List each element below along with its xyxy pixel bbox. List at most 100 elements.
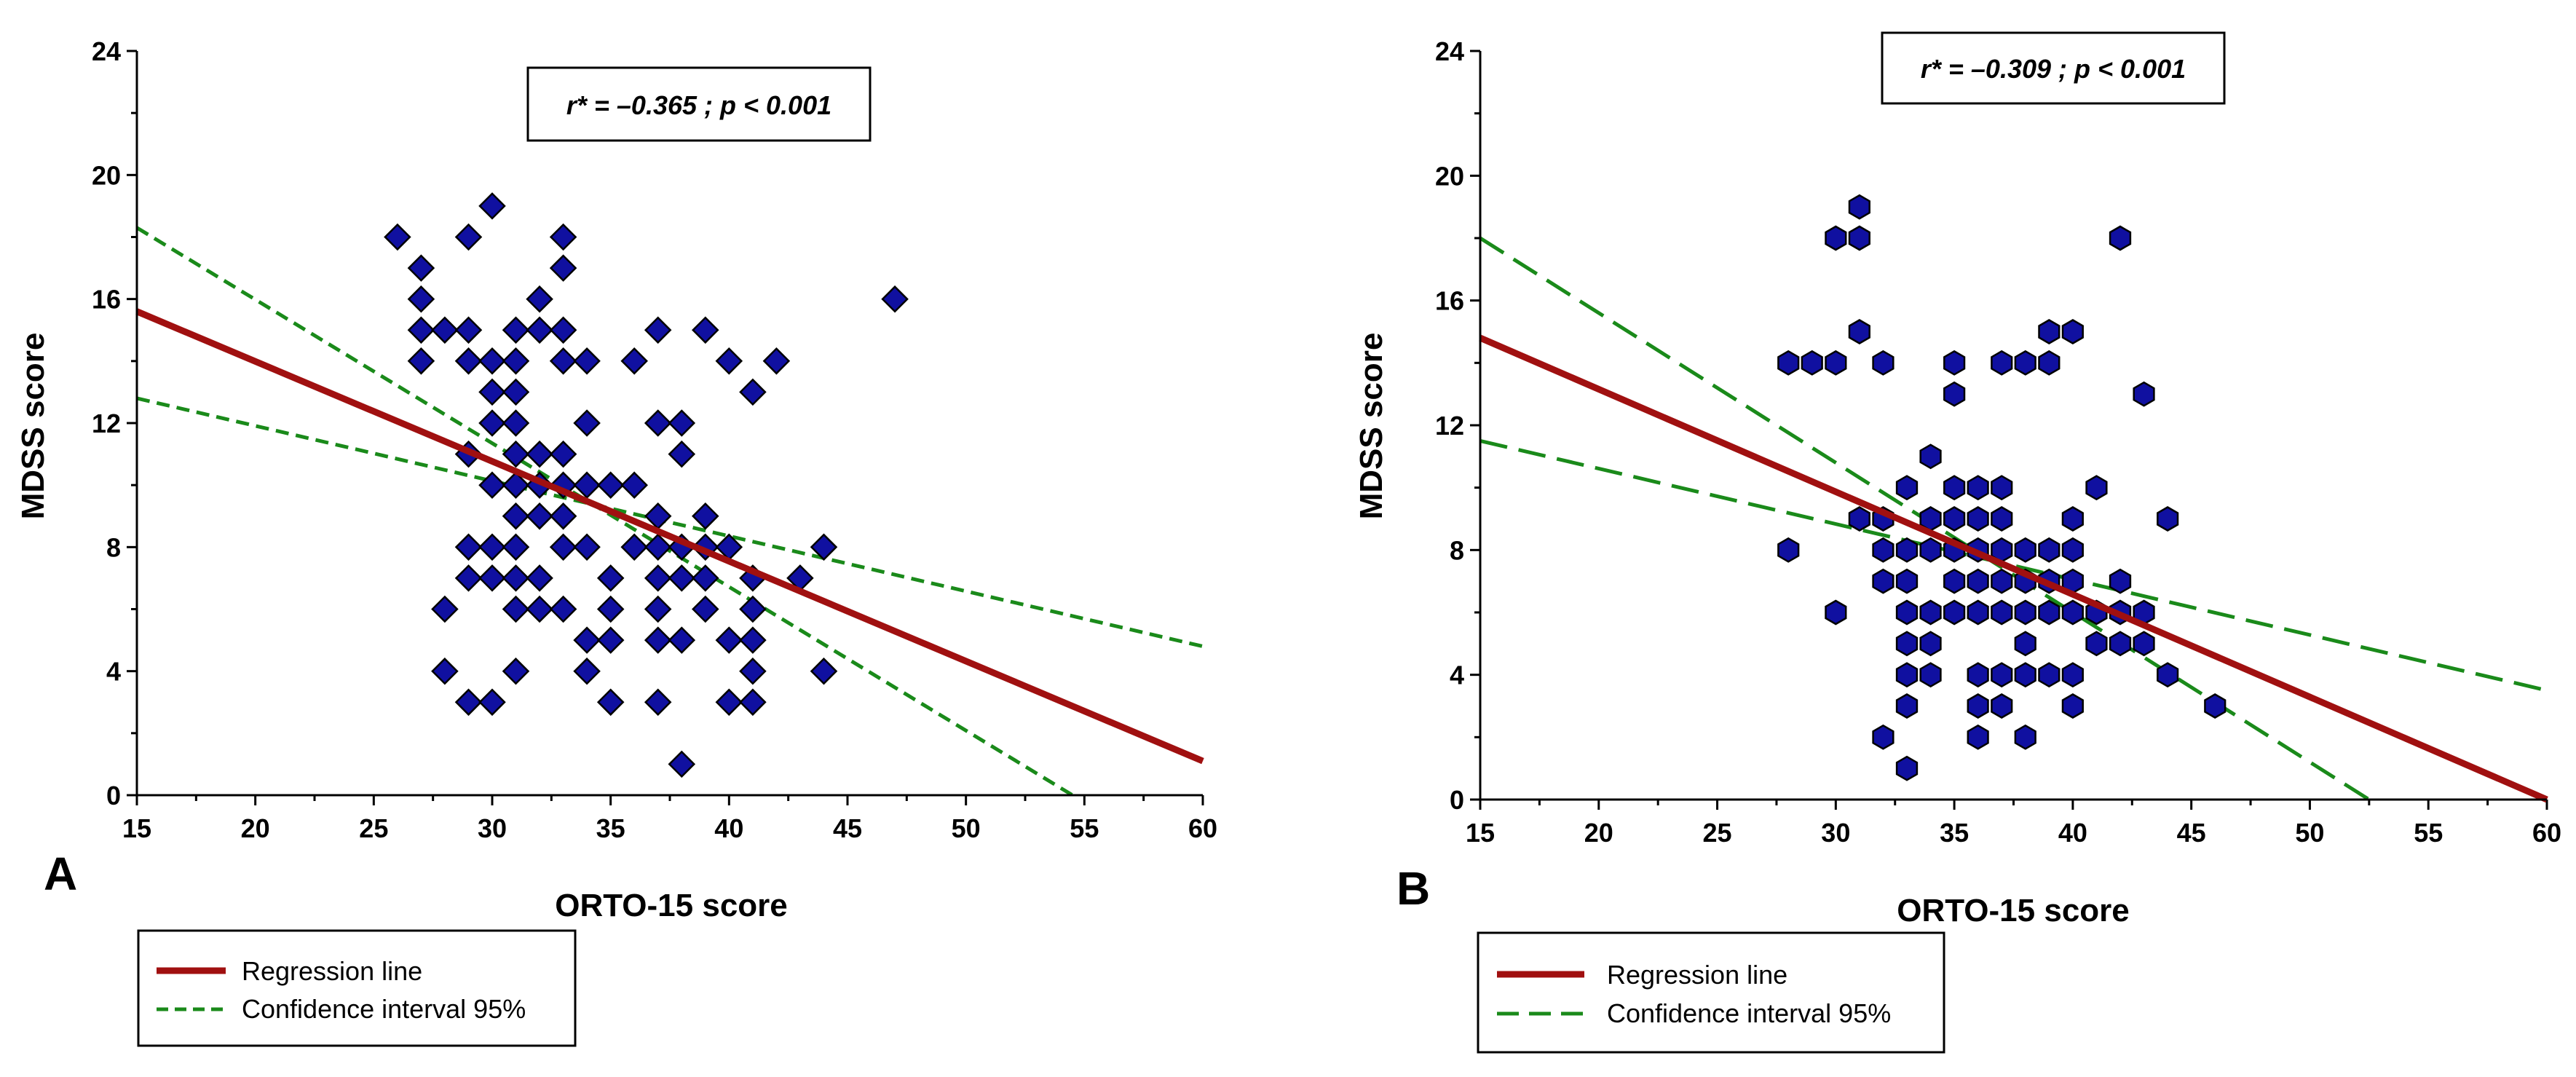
data-point-b <box>2014 724 2036 750</box>
data-point-b <box>1872 350 1895 376</box>
data-point-b <box>1943 475 1966 501</box>
data-point-b <box>1967 724 1989 750</box>
data-point-a <box>739 688 767 717</box>
data-point-a <box>478 688 506 717</box>
annotation-box-a: r* = –0.365 ; p < 0.001 <box>526 66 872 142</box>
x-tick-label-a: 20 <box>241 813 270 843</box>
data-point-b <box>1895 568 1919 594</box>
y-tick-label-a: 8 <box>106 532 121 562</box>
data-point-b <box>1895 662 1919 688</box>
data-point-b <box>1848 194 1870 220</box>
data-point-b <box>2014 599 2036 626</box>
data-point-a <box>692 316 719 344</box>
data-point-a <box>739 657 767 685</box>
data-point-a <box>526 564 553 592</box>
x-axis-title-a: ORTO-15 score <box>555 888 788 923</box>
y-tick-label-b: 4 <box>1450 660 1464 690</box>
data-point-b <box>2038 319 2061 344</box>
data-point-a <box>739 378 767 406</box>
data-point-a <box>620 471 648 499</box>
data-point-a <box>478 533 506 561</box>
data-point-a <box>810 533 838 561</box>
data-point-b <box>1848 506 1870 532</box>
data-point-a <box>549 347 577 375</box>
data-point-b <box>2204 693 2227 719</box>
data-point-a <box>668 440 696 468</box>
x-axis-title-b: ORTO-15 score <box>1897 893 2130 928</box>
data-point-a <box>644 595 672 623</box>
data-point-a <box>526 502 553 530</box>
data-point-a <box>431 316 459 344</box>
panel-letter-b: B <box>1396 862 1430 915</box>
data-point-b <box>2061 506 2084 532</box>
y-tick-label-a: 20 <box>92 160 121 190</box>
x-tick-label-b: 15 <box>1466 818 1495 848</box>
data-point-a <box>762 347 791 375</box>
x-tick-label-b: 20 <box>1584 818 1613 848</box>
data-point-b <box>2038 662 2061 688</box>
data-point-b <box>1801 350 1823 376</box>
data-point-b <box>1872 568 1895 594</box>
data-point-b <box>1895 599 1919 626</box>
data-point-a <box>454 223 483 251</box>
data-point-b <box>1895 475 1919 501</box>
data-point-a <box>549 440 577 468</box>
data-point-a <box>478 378 506 406</box>
data-point-b <box>2061 319 2084 344</box>
data-point-b <box>1825 350 1847 376</box>
data-point-b <box>1919 631 1942 657</box>
data-point-a <box>454 347 483 375</box>
x-tick-label-b: 35 <box>1940 818 1969 848</box>
x-tick-label-a: 25 <box>359 813 388 843</box>
data-point-b <box>2157 662 2179 688</box>
data-point-a <box>644 626 672 654</box>
data-point-a <box>502 564 530 592</box>
data-point-b <box>2038 350 2061 376</box>
x-tick-label-a: 35 <box>596 813 625 843</box>
data-point-a <box>502 378 530 406</box>
x-tick-label-b: 30 <box>1821 818 1850 848</box>
data-point-a <box>573 533 601 561</box>
data-point-b <box>1967 693 1989 719</box>
data-point-a <box>549 502 577 530</box>
x-tick-label-b: 60 <box>2532 818 2561 848</box>
data-point-b <box>1943 568 1966 594</box>
data-point-a <box>454 564 483 592</box>
data-point-a <box>502 347 530 375</box>
data-point-a <box>526 316 553 344</box>
data-point-b <box>2061 537 2084 563</box>
y-tick-label-a: 0 <box>106 781 121 810</box>
legend-regression-label-b: Regression line <box>1607 960 1787 990</box>
data-point-a <box>478 564 506 592</box>
regression-line-b <box>1479 334 2548 803</box>
data-point-a <box>644 533 672 561</box>
regression-line-a <box>135 308 1204 765</box>
data-point-a <box>692 564 719 592</box>
x-tick-label-b: 50 <box>2295 818 2324 848</box>
data-point-b <box>1967 599 1989 626</box>
data-point-b <box>1919 443 1942 470</box>
x-tick-label-b: 25 <box>1703 818 1732 848</box>
data-point-a <box>715 688 743 717</box>
data-point-b <box>1848 225 1870 251</box>
x-tick-label-a: 30 <box>478 813 507 843</box>
data-point-b <box>1919 537 1942 563</box>
y-tick-label-a: 24 <box>92 36 121 66</box>
data-point-a <box>478 409 506 437</box>
data-point-b <box>2014 537 2036 563</box>
data-point-a <box>573 409 601 437</box>
data-point-b <box>2133 381 2155 407</box>
data-point-a <box>549 533 577 561</box>
data-point-a <box>596 471 625 499</box>
data-point-a <box>526 285 553 313</box>
data-point-a <box>407 254 435 282</box>
data-point-b <box>2109 225 2132 251</box>
legend-ci-label-b: Confidence interval 95% <box>1607 998 1891 1028</box>
data-point-b <box>2038 537 2061 563</box>
data-point-a <box>596 688 625 717</box>
data-point-b <box>1943 350 1966 376</box>
data-point-b <box>2038 599 2061 626</box>
data-point-b <box>2014 631 2036 657</box>
data-point-a <box>668 409 696 437</box>
